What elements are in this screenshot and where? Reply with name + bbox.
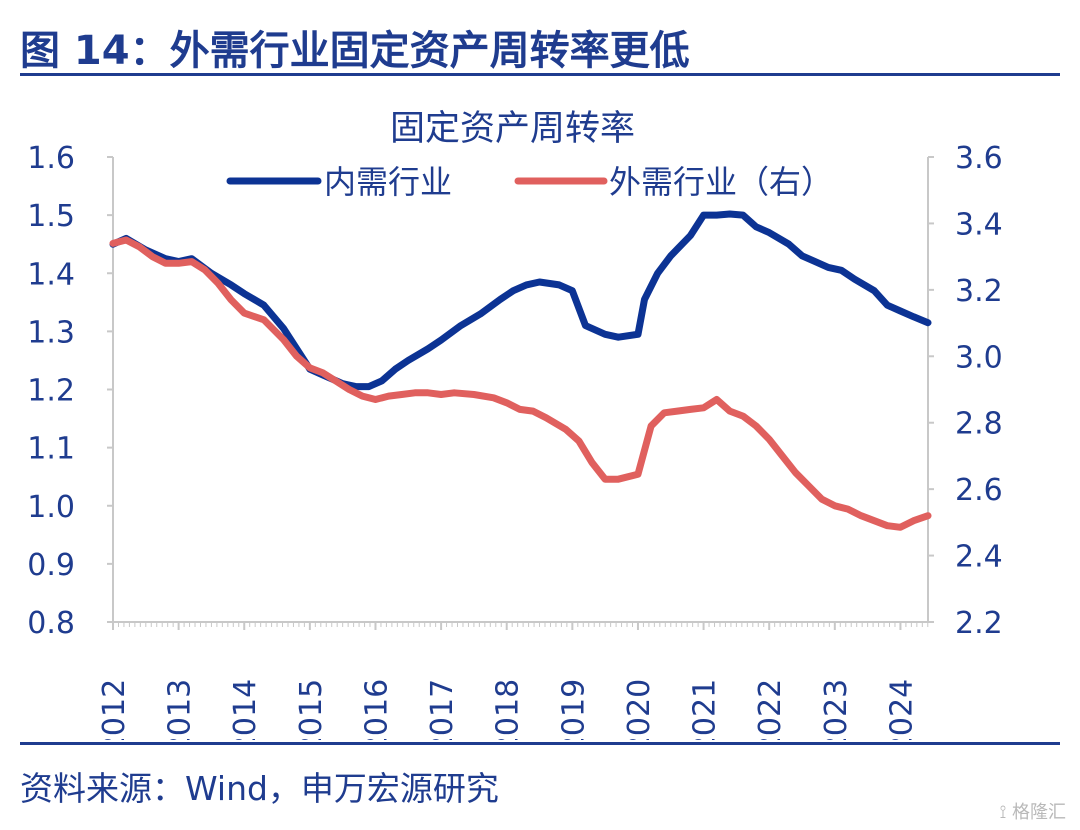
y-right-tick-label: 2.8	[955, 407, 1003, 442]
source-rule	[20, 742, 1060, 745]
watermark-logo-icon: ⟟	[999, 802, 1012, 823]
watermark-text: 格隆汇	[1012, 802, 1066, 823]
y-left-tick-label: 1.6	[27, 141, 75, 176]
x-tick-label: 2012	[97, 679, 132, 740]
series-line-domestic	[109, 210, 932, 391]
y-left-tick-label: 1.2	[27, 374, 75, 409]
source-note: 资料来源：Wind，申万宏源研究	[20, 769, 499, 808]
y-right-tick-label: 2.2	[955, 606, 1003, 641]
watermark: ⟟ 格隆汇	[1000, 798, 1066, 824]
figure-title: 图 14：外需行业固定资产周转率更低	[20, 28, 690, 74]
y-right-tick-label: 3.6	[955, 141, 1003, 176]
x-tick-label: 2020	[622, 679, 657, 740]
y-right-tick-label: 2.6	[955, 473, 1003, 508]
chart-title: 固定资产周转率	[390, 109, 635, 149]
x-tick-label: 2016	[359, 679, 394, 740]
y-left-tick-label: 1.5	[27, 199, 75, 234]
x-tick-label: 2021	[688, 679, 723, 740]
x-tick-label: 2023	[819, 679, 854, 740]
y-left-tick-label: 1.1	[27, 432, 75, 467]
y-right-tick-label: 2.4	[955, 540, 1003, 575]
y-left-tick-label: 1.0	[27, 490, 75, 525]
y-right-tick-label: 3.0	[955, 340, 1003, 375]
y-left-tick-label: 1.3	[27, 315, 75, 350]
title-rule	[20, 73, 1060, 76]
series-line-external	[109, 236, 932, 531]
x-tick-label: 2018	[491, 679, 526, 740]
line-chart: 固定资产周转率 0.8 0.9 1.0 1.1 1.2 1.3 1.4 1.5 1.6 2.2 2.4…	[27, 109, 1003, 740]
legend-label-domestic: 内需行业	[324, 163, 452, 201]
x-tick-label: 2019	[556, 679, 591, 740]
y-left-tick-label: 0.9	[27, 548, 75, 583]
y-right-tick-label: 3.4	[955, 207, 1003, 242]
x-tick-label: 2024	[884, 679, 919, 740]
y-left-tick-label: 0.8	[27, 606, 75, 641]
x-tick-label: 2015	[294, 679, 329, 740]
y-left-tick-label: 1.4	[27, 257, 75, 292]
y-right-tick-label: 3.2	[955, 274, 1003, 309]
legend-label-external: 外需行业（右）	[609, 163, 833, 201]
x-tick-label: 2013	[163, 679, 198, 740]
x-tick-label: 2014	[228, 679, 263, 740]
x-tick-label: 2022	[753, 679, 788, 740]
x-tick-label: 2017	[425, 679, 460, 740]
